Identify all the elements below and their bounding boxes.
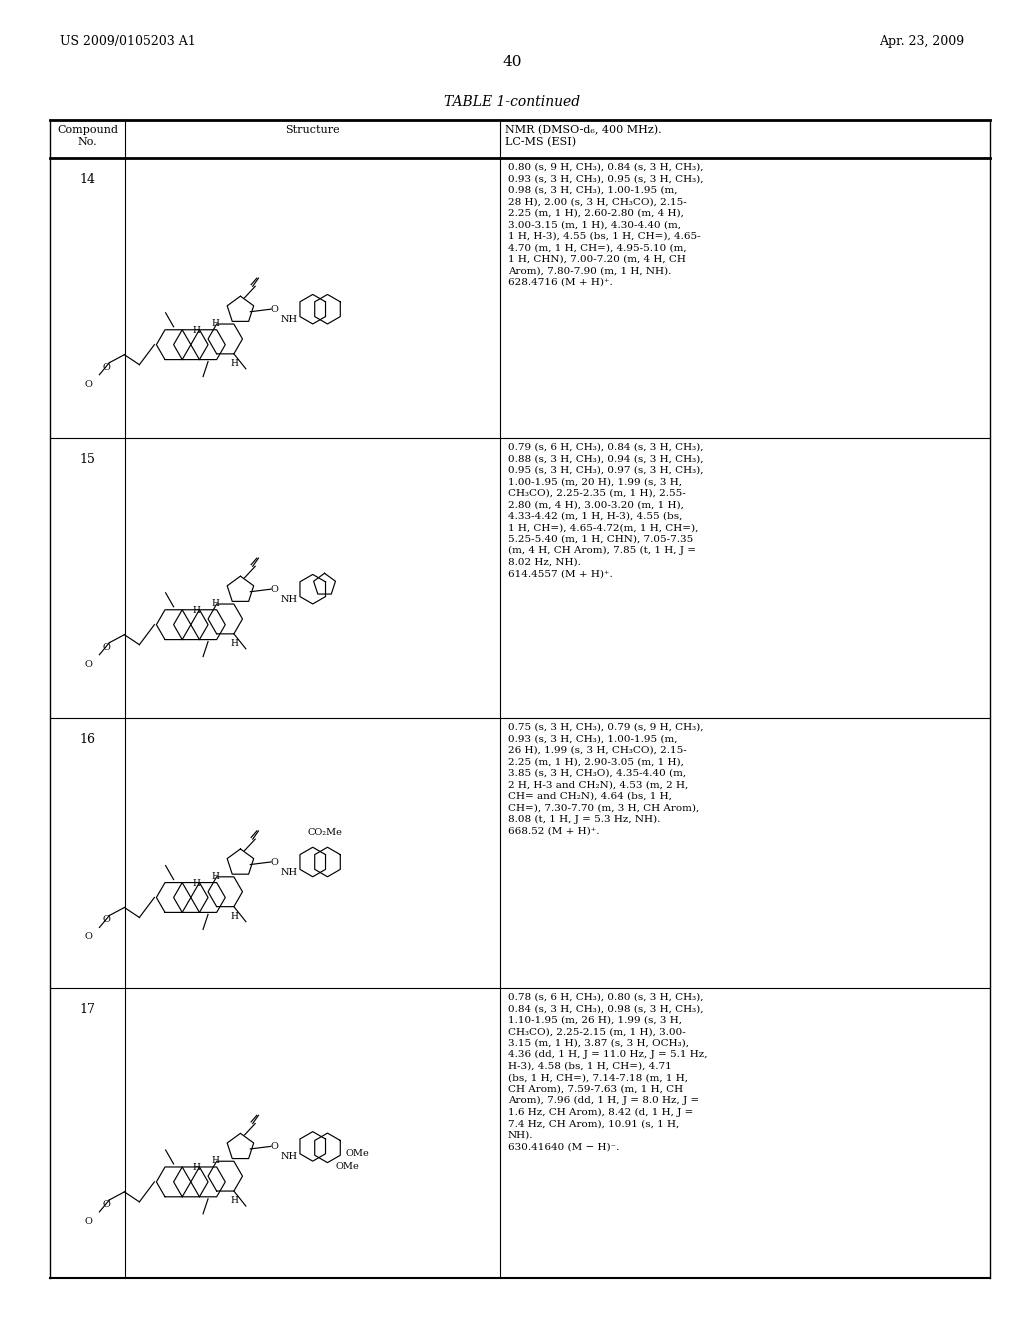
Text: H: H — [230, 912, 239, 920]
Text: O: O — [84, 932, 92, 941]
Text: NH: NH — [281, 869, 298, 876]
Text: NH: NH — [281, 595, 298, 605]
Text: H: H — [230, 639, 239, 648]
Text: 0.75 (s, 3 H, CH₃), 0.79 (s, 9 H, CH₃),
0.93 (s, 3 H, CH₃), 1.00-1.95 (m,
26 H),: 0.75 (s, 3 H, CH₃), 0.79 (s, 9 H, CH₃), … — [508, 723, 703, 836]
Text: H: H — [212, 599, 219, 609]
Text: O: O — [270, 585, 279, 594]
Text: O: O — [102, 363, 111, 372]
Text: TABLE 1-continued: TABLE 1-continued — [444, 95, 580, 110]
Text: 0.78 (s, 6 H, CH₃), 0.80 (s, 3 H, CH₃),
0.84 (s, 3 H, CH₃), 0.98 (s, 3 H, CH₃),
: 0.78 (s, 6 H, CH₃), 0.80 (s, 3 H, CH₃), … — [508, 993, 708, 1151]
Text: H: H — [193, 606, 201, 615]
Text: O: O — [102, 643, 111, 652]
Text: H: H — [193, 879, 201, 887]
Text: Compound
No.: Compound No. — [57, 125, 118, 147]
Text: H: H — [193, 326, 201, 335]
Text: O: O — [84, 380, 92, 388]
Text: NH: NH — [281, 315, 298, 325]
Text: CO₂Me: CO₂Me — [308, 828, 343, 837]
Text: 0.80 (s, 9 H, CH₃), 0.84 (s, 3 H, CH₃),
0.93 (s, 3 H, CH₃), 0.95 (s, 3 H, CH₃),
: 0.80 (s, 9 H, CH₃), 0.84 (s, 3 H, CH₃), … — [508, 162, 703, 286]
Text: Structure: Structure — [286, 125, 340, 135]
Text: H: H — [212, 871, 219, 880]
Text: 16: 16 — [80, 733, 95, 746]
Text: O: O — [102, 916, 111, 924]
Text: OMe: OMe — [345, 1150, 369, 1159]
Text: H: H — [212, 1156, 219, 1166]
Text: O: O — [102, 1200, 111, 1209]
Text: O: O — [270, 1142, 279, 1151]
Text: NH: NH — [281, 1152, 298, 1162]
Text: O: O — [270, 305, 279, 314]
Text: 15: 15 — [80, 453, 95, 466]
Text: O: O — [270, 858, 279, 867]
Text: 0.79 (s, 6 H, CH₃), 0.84 (s, 3 H, CH₃),
0.88 (s, 3 H, CH₃), 0.94 (s, 3 H, CH₃),
: 0.79 (s, 6 H, CH₃), 0.84 (s, 3 H, CH₃), … — [508, 444, 703, 578]
Text: 40: 40 — [502, 55, 522, 69]
Text: H: H — [230, 1196, 239, 1205]
Text: 17: 17 — [80, 1003, 95, 1016]
Text: H: H — [230, 359, 239, 368]
Text: 14: 14 — [80, 173, 95, 186]
Text: H: H — [193, 1163, 201, 1172]
Text: O: O — [84, 660, 92, 669]
Text: O: O — [84, 1217, 92, 1226]
Text: US 2009/0105203 A1: US 2009/0105203 A1 — [60, 36, 196, 48]
Text: Apr. 23, 2009: Apr. 23, 2009 — [879, 36, 964, 48]
Text: OMe: OMe — [336, 1162, 359, 1171]
Text: H: H — [212, 319, 219, 329]
Text: NMR (DMSO-d₆, 400 MHz).
LC-MS (ESI): NMR (DMSO-d₆, 400 MHz). LC-MS (ESI) — [505, 125, 662, 148]
